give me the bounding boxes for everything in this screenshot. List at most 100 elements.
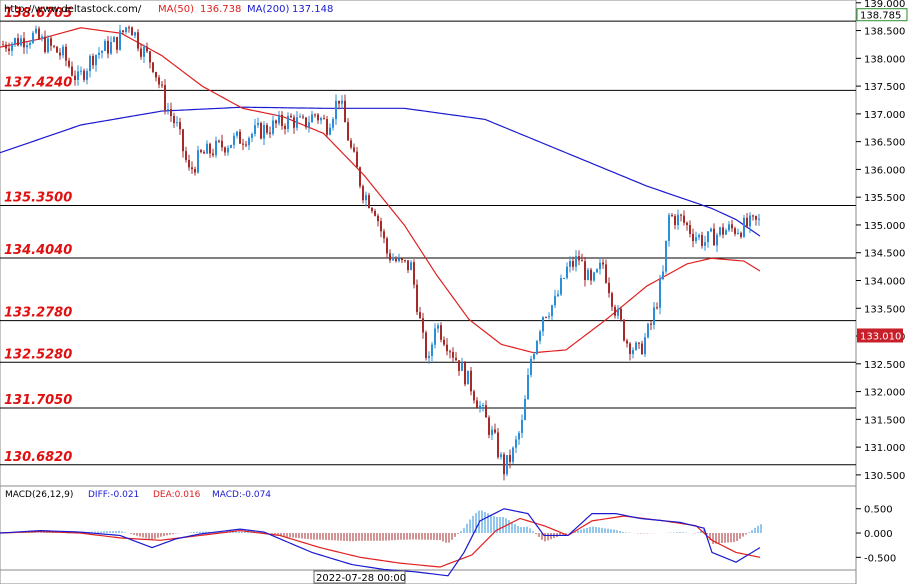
candle-body — [410, 262, 412, 271]
candle-body — [254, 125, 256, 135]
candle-body — [461, 362, 463, 371]
candle-body — [170, 109, 172, 117]
candle-body — [23, 38, 25, 48]
candle-body — [104, 40, 106, 51]
candle-body — [146, 46, 148, 52]
candle-body — [455, 357, 457, 361]
candle-body — [530, 358, 532, 375]
candle-body — [683, 215, 685, 223]
candle-body — [542, 316, 544, 332]
source-url[interactable]: http://www.deltastock.com/ — [4, 4, 142, 15]
candle-body — [377, 215, 379, 222]
candle-body — [536, 341, 538, 354]
candle-body — [326, 119, 328, 135]
price-tick-label: 131.500 — [864, 415, 905, 426]
candle-body — [92, 55, 94, 66]
candle-body — [473, 391, 475, 401]
candle-body — [698, 235, 700, 238]
candle-body — [707, 231, 709, 243]
candle-body — [323, 118, 325, 120]
candle-body — [83, 70, 85, 80]
candle-body — [269, 132, 271, 134]
candle-body — [743, 217, 745, 237]
candle-body — [35, 28, 37, 33]
candle-body — [395, 259, 397, 262]
candle-body — [161, 84, 163, 86]
candle-body — [623, 319, 625, 341]
macd-panel: 0.500 0.000 -0.500 — [0, 505, 896, 577]
macd-value-label: MACD:-0.074 — [212, 490, 271, 500]
candle-body — [497, 432, 499, 458]
price-boxes: 138.785 133.010 — [856, 8, 908, 343]
candle-body — [290, 115, 292, 118]
candle-body — [431, 344, 433, 356]
candle-body — [296, 117, 298, 128]
candle-body — [467, 370, 469, 385]
candle-body — [152, 62, 154, 72]
macd-title: MACD(26,12,9) — [5, 490, 73, 500]
macd-dea-label: DEA:0.016 — [153, 490, 201, 500]
candle-body — [506, 455, 508, 475]
candle-body — [134, 32, 136, 36]
candle-body — [476, 400, 478, 408]
candle-body — [188, 160, 190, 168]
candle-body — [674, 215, 676, 226]
candle-body — [413, 262, 415, 285]
candle-body — [632, 349, 634, 355]
price-tick-label: 132.500 — [864, 360, 905, 371]
candle-body — [551, 305, 553, 317]
candle-body — [116, 36, 118, 50]
time-label: 2022-07-28 00:00 — [316, 573, 406, 584]
candle-body — [434, 328, 436, 345]
candle-body — [722, 227, 724, 235]
candle-body — [605, 264, 607, 283]
candle-body — [230, 144, 232, 148]
candle-body — [566, 266, 568, 279]
candle-body — [641, 343, 643, 355]
candle-body — [140, 48, 142, 57]
candle-body — [452, 352, 454, 358]
price-tick-label: 131.000 — [864, 443, 905, 454]
candle-body — [437, 325, 439, 329]
price-tick-label: 135.000 — [864, 221, 905, 232]
candle-body — [593, 272, 595, 281]
candle-body — [26, 45, 28, 48]
candle-body — [71, 66, 73, 76]
candle-body — [65, 46, 67, 61]
candle-body — [173, 116, 175, 124]
candle-body — [20, 38, 22, 46]
candle-body — [257, 122, 259, 126]
candle-body — [494, 429, 496, 433]
candle-body — [317, 114, 319, 121]
candle-body — [305, 117, 307, 128]
high-price-label: 138.785 — [860, 11, 901, 22]
price-tick-label: 137.000 — [864, 110, 905, 121]
candle-body — [599, 262, 601, 270]
candle-body — [209, 143, 211, 154]
candle-body — [644, 337, 646, 355]
candle-body — [182, 129, 184, 152]
candle-body — [164, 85, 166, 111]
current-price-label: 133.010 — [860, 331, 901, 342]
ma200-legend-label: MA(200) — [247, 4, 289, 15]
candle-body — [329, 127, 331, 135]
candle-body — [122, 30, 124, 33]
candle-body — [194, 169, 196, 173]
macd-plot-frame — [0, 485, 857, 571]
candle-body — [464, 362, 466, 385]
candle-body — [662, 271, 664, 280]
candle-body — [17, 38, 19, 46]
level-label: 132.5280 — [4, 347, 72, 362]
candle-body — [251, 134, 253, 138]
candle-body — [686, 222, 688, 226]
candle-body — [617, 308, 619, 316]
price-tick-label: 138.000 — [864, 54, 905, 65]
candle-body — [101, 50, 103, 53]
ma50-series — [0, 27, 761, 354]
candle-body — [749, 215, 751, 227]
candle-body — [659, 279, 661, 308]
candle-body — [752, 215, 754, 217]
candle-body — [62, 46, 64, 56]
candle-body — [443, 339, 445, 345]
candle-body — [713, 228, 715, 246]
